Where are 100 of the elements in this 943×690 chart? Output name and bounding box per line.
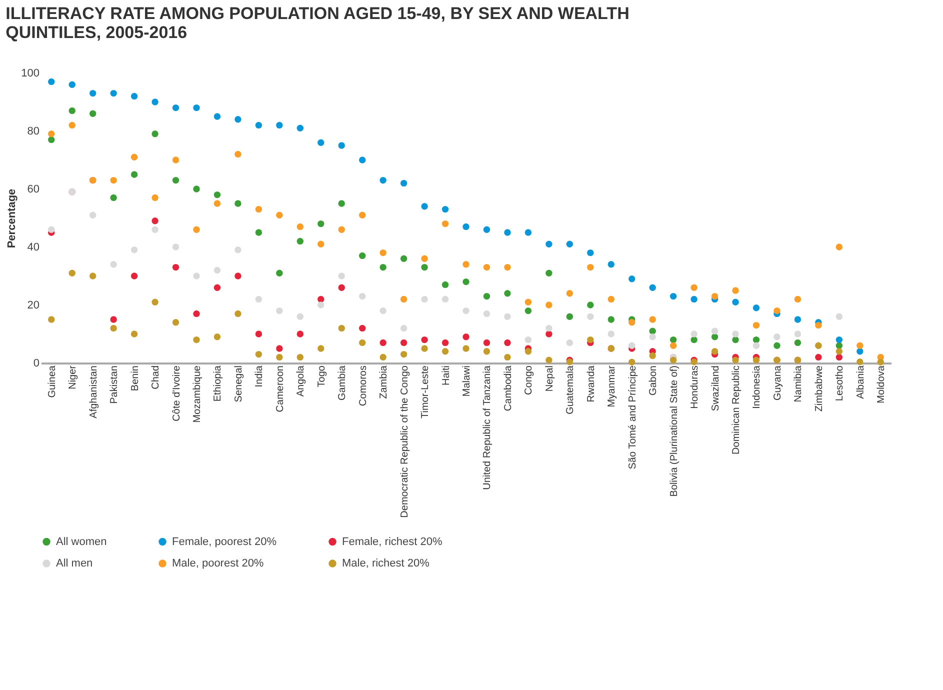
- point: [690, 284, 698, 291]
- point: [338, 200, 345, 207]
- point: [130, 246, 138, 254]
- y-tick-label: 100: [21, 68, 40, 80]
- x-tick-label: Chad: [150, 366, 162, 390]
- point: [608, 330, 614, 338]
- x-tick-label: Cameroon: [274, 366, 286, 412]
- point: [856, 342, 864, 349]
- point: [214, 200, 221, 207]
- point: [836, 244, 843, 250]
- point: [110, 194, 117, 202]
- chart-title: ILLITERACY RATE AMONG POPULATION AGED 15-49, BY SEX AND WEALTH QUINTILES, 2005-2016: [6, 4, 630, 42]
- x-tick-label: Indonesia: [752, 365, 763, 409]
- x-tick-label: Angola: [296, 365, 307, 397]
- point: [421, 255, 428, 262]
- point: [214, 334, 221, 340]
- point: [483, 348, 490, 355]
- point: [711, 292, 718, 300]
- point: [276, 270, 283, 276]
- point: [234, 272, 242, 280]
- point: [815, 322, 822, 329]
- point: [587, 313, 594, 320]
- point: [732, 287, 739, 294]
- point: [276, 345, 283, 352]
- point: [752, 342, 760, 349]
- legend-label: All men: [56, 558, 93, 570]
- point: [193, 226, 200, 233]
- point: [276, 212, 283, 218]
- point: [442, 348, 449, 355]
- point: [110, 176, 117, 184]
- legend-label: All women: [56, 536, 107, 548]
- point: [152, 218, 158, 224]
- point: [110, 316, 117, 323]
- point: [68, 270, 76, 276]
- point: [462, 278, 470, 286]
- point: [690, 296, 698, 303]
- point: [130, 171, 138, 178]
- point: [296, 124, 304, 132]
- point: [338, 226, 345, 233]
- point: [483, 226, 490, 233]
- x-tick-label: Senegal: [233, 366, 244, 402]
- point: [732, 330, 739, 338]
- point: [836, 348, 843, 355]
- point: [130, 330, 138, 338]
- point: [193, 336, 200, 344]
- point: [255, 229, 262, 236]
- point: [608, 316, 614, 323]
- x-tick-label: Afghanistan: [88, 366, 100, 418]
- x-tick-label: Pakistan: [109, 366, 120, 404]
- point: [649, 352, 656, 360]
- point: [400, 350, 408, 358]
- point: [483, 310, 490, 318]
- point: [276, 354, 283, 361]
- point: [89, 90, 96, 97]
- point: [89, 272, 96, 280]
- legend-label: Male, richest 20%: [342, 558, 430, 570]
- point: [752, 304, 760, 312]
- point: [524, 229, 532, 236]
- point: [214, 284, 221, 291]
- point: [774, 342, 780, 349]
- point: [504, 354, 511, 361]
- point: [214, 191, 221, 198]
- point: [193, 104, 200, 112]
- point: [358, 252, 366, 260]
- point: [255, 330, 262, 338]
- point: [234, 246, 242, 254]
- point: [358, 324, 366, 332]
- point: [546, 330, 552, 338]
- point: [68, 81, 76, 88]
- point: [752, 336, 760, 344]
- legend-label: Female, poorest 20%: [172, 536, 277, 548]
- point: [296, 354, 304, 361]
- point: [421, 336, 428, 344]
- point: [214, 266, 221, 274]
- point: [836, 354, 843, 361]
- point: [421, 264, 428, 271]
- point: [318, 302, 324, 308]
- point: [318, 240, 324, 248]
- point: [400, 180, 408, 187]
- point: [400, 339, 408, 346]
- point: [566, 313, 574, 320]
- point: [110, 324, 117, 332]
- x-tick-label: Moldova: [876, 365, 888, 404]
- point: [628, 358, 636, 366]
- point: [442, 220, 449, 228]
- point: [48, 136, 55, 144]
- x-tick-label: Swaziland: [710, 366, 722, 412]
- x-tick-label: Honduras: [690, 366, 701, 409]
- point: [524, 348, 532, 355]
- point: [130, 154, 138, 160]
- point: [462, 345, 470, 352]
- point: [89, 110, 96, 117]
- point: [546, 302, 552, 308]
- point: [608, 261, 614, 268]
- x-tick-label: Comoros: [358, 366, 369, 406]
- point: [193, 272, 200, 280]
- point: [546, 270, 552, 276]
- point: [649, 284, 656, 291]
- point: [421, 296, 428, 303]
- point: [318, 139, 324, 146]
